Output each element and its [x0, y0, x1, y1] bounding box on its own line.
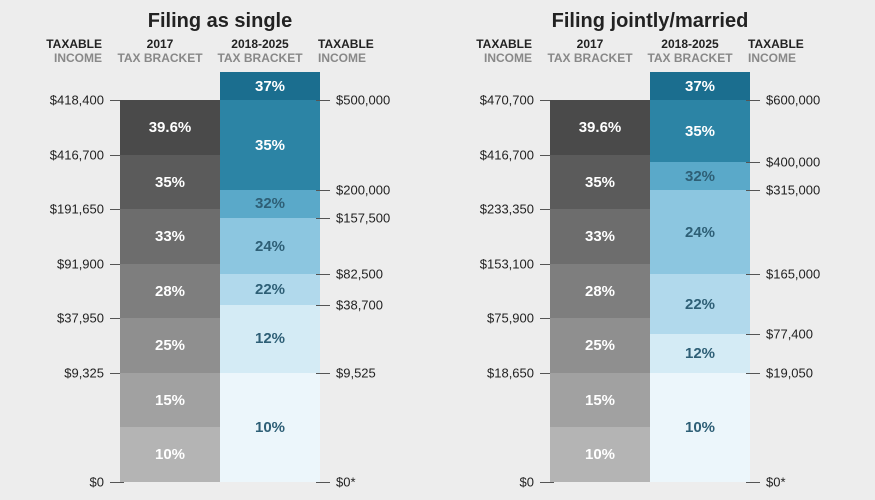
axis-label: $77,400 — [760, 327, 813, 342]
axis-tick — [746, 162, 760, 163]
panel-single: Filing as single TAXABLE INCOME 2017 TAX… — [20, 10, 420, 482]
axis-tick — [316, 482, 330, 483]
chart-body: $418,400 $416,700 $191,650 $91,900 $37,950 $9… — [20, 72, 420, 482]
column-headers: TAXABLE INCOME 2017 TAX BRACKET 2018-202… — [450, 37, 850, 66]
axis-tick — [316, 100, 330, 101]
bracket-segment: 28% — [550, 264, 650, 318]
bracket-segment: 12% — [650, 334, 750, 373]
column-headers: TAXABLE INCOME 2017 TAX BRACKET 2018-202… — [20, 37, 420, 66]
axis-label: $0 — [90, 474, 110, 489]
axis-label: $9,325 — [64, 365, 110, 380]
col-2017: 39.6%35%33%28%25%15%10% — [120, 72, 220, 482]
bracket-segment: 33% — [550, 209, 650, 263]
bracket-segment: 25% — [550, 318, 650, 372]
axis-tick — [316, 305, 330, 306]
bracket-segment: 12% — [220, 305, 320, 373]
axis-tick — [316, 373, 330, 374]
bracket-segment: 24% — [650, 190, 750, 274]
axis-left: $418,400 $416,700 $191,650 $91,900 $37,950 $9… — [20, 72, 110, 482]
axis-label: $157,500 — [330, 210, 390, 225]
header-taxable-income-right: TAXABLE INCOME — [310, 37, 400, 66]
axis-tick — [746, 274, 760, 275]
bracket-segment: 10% — [550, 427, 650, 481]
axis-tick — [316, 218, 330, 219]
panel-title: Filing as single — [20, 10, 420, 33]
axis-label: $500,000 — [330, 93, 390, 108]
bracket-segment: 35% — [650, 100, 750, 162]
axis-label: $38,700 — [330, 297, 383, 312]
axis-tick — [540, 482, 554, 483]
axis-label: $0* — [760, 474, 786, 489]
axis-tick — [746, 100, 760, 101]
bracket-columns: 39.6%35%33%28%25%15%10% 37%35%32%24%22%1… — [120, 72, 320, 482]
header-2017: 2017 TAX BRACKET — [110, 37, 210, 66]
header-2017: 2017 TAX BRACKET — [540, 37, 640, 66]
col-2018: 37%35%32%24%22%12%10% — [220, 72, 320, 482]
bracket-segment: 22% — [220, 274, 320, 304]
axis-label: $37,950 — [57, 311, 110, 326]
bracket-segment: 37% — [220, 72, 320, 101]
axis-label: $416,700 — [480, 147, 540, 162]
bracket-segment: 39.6% — [120, 100, 220, 154]
bracket-segment: 32% — [220, 190, 320, 218]
axis-label: $165,000 — [760, 267, 820, 282]
bracket-segment: 15% — [550, 373, 650, 427]
axis-tick — [110, 482, 124, 483]
col-2018: 37%35%32%24%22%12%10% — [650, 72, 750, 482]
axis-tick — [746, 373, 760, 374]
header-2018-2025: 2018-2025 TAX BRACKET — [640, 37, 740, 66]
bracket-segment: 25% — [120, 318, 220, 372]
bracket-segment: 33% — [120, 209, 220, 263]
axis-tick — [746, 334, 760, 335]
axis-tick — [316, 274, 330, 275]
bracket-segment: 35% — [120, 155, 220, 209]
bracket-segment: 10% — [220, 373, 320, 482]
panel-title: Filing jointly/married — [450, 10, 850, 33]
panels-container: Filing as single TAXABLE INCOME 2017 TAX… — [0, 0, 875, 482]
axis-label: $0* — [330, 474, 356, 489]
bracket-segment: 22% — [650, 274, 750, 334]
axis-tick — [746, 190, 760, 191]
axis-tick — [316, 190, 330, 191]
axis-label: $91,900 — [57, 256, 110, 271]
bracket-segment: 35% — [550, 155, 650, 209]
bracket-segment: 10% — [650, 373, 750, 482]
axis-label: $18,650 — [487, 365, 540, 380]
axis-label: $418,400 — [50, 93, 110, 108]
panel-jointly: Filing jointly/married TAXABLE INCOME 20… — [450, 10, 850, 482]
chart-body: $470,700 $416,700 $233,350 $153,100 $75,900 $… — [450, 72, 850, 482]
axis-label: $600,000 — [760, 93, 820, 108]
axis-label: $82,500 — [330, 267, 383, 282]
bracket-segment: 15% — [120, 373, 220, 427]
header-taxable-income-left: TAXABLE INCOME — [20, 37, 110, 66]
axis-label: $75,900 — [487, 311, 540, 326]
header-taxable-income-left: TAXABLE INCOME — [450, 37, 540, 66]
bracket-segment: 28% — [120, 264, 220, 318]
axis-left: $470,700 $416,700 $233,350 $153,100 $75,900 $… — [450, 72, 540, 482]
axis-label: $233,350 — [480, 202, 540, 217]
bracket-segment: 32% — [650, 162, 750, 190]
axis-label: $200,000 — [330, 183, 390, 198]
bracket-segment: 24% — [220, 218, 320, 275]
axis-label: $0 — [520, 474, 540, 489]
axis-label: $9,525 — [330, 365, 376, 380]
axis-label: $470,700 — [480, 93, 540, 108]
axis-right: $500,000 $200,000 $157,500 $82,500 $38,700 $9… — [330, 72, 420, 482]
bracket-segment: 35% — [220, 100, 320, 190]
bracket-segment: 10% — [120, 427, 220, 481]
axis-label: $315,000 — [760, 183, 820, 198]
header-2018-2025: 2018-2025 TAX BRACKET — [210, 37, 310, 66]
header-taxable-income-right: TAXABLE INCOME — [740, 37, 830, 66]
bracket-columns: 39.6%35%33%28%25%15%10% 37%35%32%24%22%1… — [550, 72, 750, 482]
axis-tick — [746, 482, 760, 483]
axis-label: $416,700 — [50, 147, 110, 162]
col-2017: 39.6%35%33%28%25%15%10% — [550, 72, 650, 482]
axis-right: $600,000 $400,000 $315,000 $165,000 $77,400 $… — [760, 72, 850, 482]
axis-label: $19,050 — [760, 365, 813, 380]
bracket-segment: 39.6% — [550, 100, 650, 154]
axis-label: $153,100 — [480, 256, 540, 271]
axis-label: $400,000 — [760, 154, 820, 169]
axis-label: $191,650 — [50, 202, 110, 217]
bracket-segment: 37% — [650, 72, 750, 101]
